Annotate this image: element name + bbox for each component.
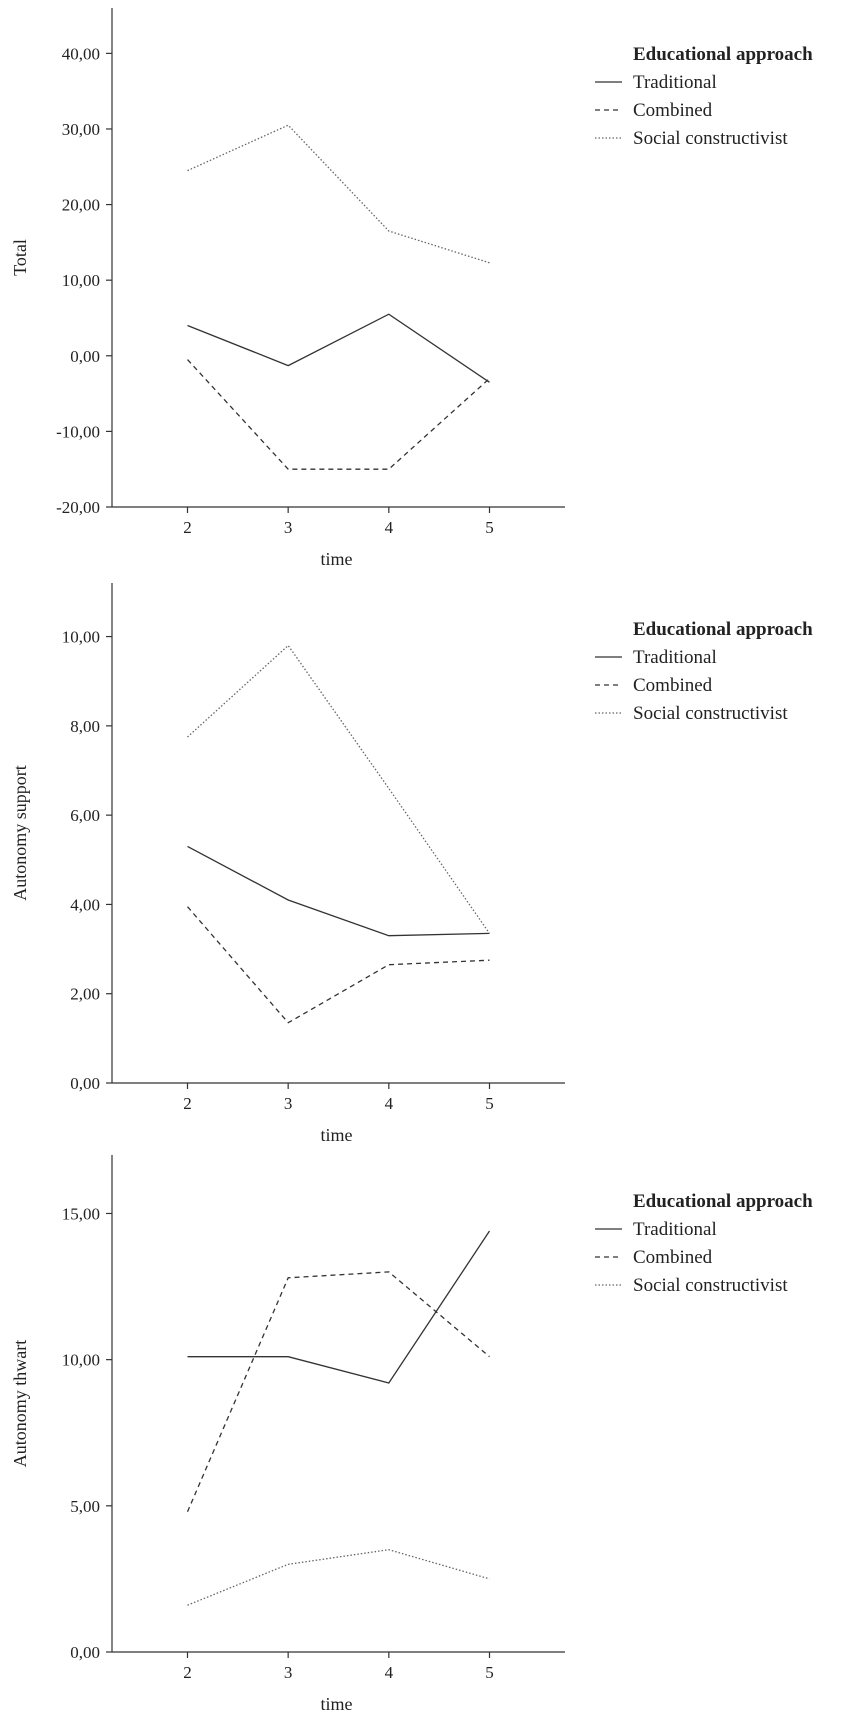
chart1-y-tick-label: 20,00 (62, 196, 100, 215)
chart3-y-axis-title: Autonomy thwart (10, 1340, 30, 1468)
chart2-x-tick-label: 2 (183, 1094, 192, 1113)
chart1-y-tick-label: -10,00 (56, 422, 100, 441)
chart1-y-tick-label: 0,00 (70, 347, 100, 366)
chart2-y-tick-label: 8,00 (70, 717, 100, 736)
chart2-series-line-combined (187, 906, 490, 1024)
chart1-x-tick-label: 2 (183, 518, 192, 537)
chart2-x-tick-label: 5 (485, 1094, 494, 1113)
chart1-x-tick-label: 3 (284, 518, 293, 537)
chart2-series-line-social-constructivist (187, 644, 491, 934)
chart3-legend-label: Traditional (633, 1219, 717, 1240)
chart3-series-line-social-constructivist (187, 1549, 490, 1606)
chart2-y-tick-label: 2,00 (70, 985, 100, 1004)
chart1-y-tick-label: 40,00 (62, 44, 100, 63)
chart2-y-tick-label: 10,00 (62, 628, 100, 647)
chart1-legend-label: Social constructivist (633, 128, 788, 149)
chart2-legend-label: Social constructivist (633, 703, 788, 724)
chart1-y-axis-title: Total (10, 239, 30, 276)
chart1-legend-label: Combined (633, 100, 713, 121)
chart3-x-tick-label: 3 (284, 1663, 293, 1682)
chart2-x-axis-title: time (321, 1125, 353, 1145)
chart1-y-tick-label: -20,00 (56, 498, 100, 517)
chart2-legend-label: Combined (633, 675, 713, 696)
chart2-y-tick-label: 6,00 (70, 806, 100, 825)
chart1-series-line-social-constructivist (187, 124, 490, 264)
chart2-x-tick-label: 3 (284, 1094, 293, 1113)
chart3-y-tick-label: 0,00 (70, 1643, 100, 1662)
chart3-x-tick-label: 4 (385, 1663, 394, 1682)
chart2-y-tick-label: 4,00 (70, 895, 100, 914)
chart-autonomy-support: 0,00 2,00 4,00 6,00 8,00 10,00 2 3 4 5 time Autonom… (10, 583, 813, 1145)
chart1-series-line-traditional (187, 313, 490, 383)
chart2-series-line-traditional (187, 845, 490, 937)
chart1-series-line-combined (187, 359, 490, 470)
chart3-legend-label: Social constructivist (633, 1275, 788, 1296)
chart1-y-tick-label: 10,00 (62, 271, 100, 290)
chart2-x-tick-label: 4 (385, 1094, 394, 1113)
chart-total: -20,00 -10,00 0,00 10,00 20,00 30,00 40,00 2 3 4 5… (10, 8, 813, 569)
chart1-legend-title: Educational approach (633, 44, 813, 65)
chart1-x-tick-label: 5 (485, 518, 494, 537)
chart-panel-autonomy-support: 0,00 2,00 4,00 6,00 8,00 10,00 2 3 4 5 time Autonom… (0, 573, 845, 1147)
chart3-x-tick-label: 5 (485, 1663, 494, 1682)
chart1-legend-label: Traditional (633, 72, 717, 93)
chart-panel-total: -20,00 -10,00 0,00 10,00 20,00 30,00 40,00 2 3 4 5… (0, 0, 845, 573)
chart1-x-tick-label: 4 (385, 518, 394, 537)
chart2-legend-title: Educational approach (633, 619, 813, 640)
chart3-series-line-traditional (187, 1230, 491, 1384)
chart1-x-axis-title: time (321, 549, 353, 569)
chart3-x-axis-title: time (321, 1694, 353, 1714)
chart3-legend-title: Educational approach (633, 1191, 813, 1212)
chart3-legend-label: Combined (633, 1247, 713, 1268)
chart2-y-axis-title: Autonomy support (10, 765, 30, 901)
chart-autonomy-thwart: 0,00 5,00 10,00 15,00 2 3 4 5 time Autonomy thwar… (10, 1155, 813, 1714)
chart3-x-tick-label: 2 (183, 1663, 192, 1682)
chart1-y-tick-label: 30,00 (62, 120, 100, 139)
chart2-legend-label: Traditional (633, 647, 717, 668)
chart3-y-tick-label: 15,00 (62, 1204, 100, 1223)
chart3-series-line-combined (186, 1271, 490, 1512)
chart3-y-tick-label: 5,00 (70, 1497, 100, 1516)
chart2-y-tick-label: 0,00 (70, 1074, 100, 1093)
chart3-y-tick-label: 10,00 (62, 1351, 100, 1370)
chart-panel-autonomy-thwart: 0,00 5,00 10,00 15,00 2 3 4 5 time Autonomy thwar… (0, 1147, 845, 1722)
